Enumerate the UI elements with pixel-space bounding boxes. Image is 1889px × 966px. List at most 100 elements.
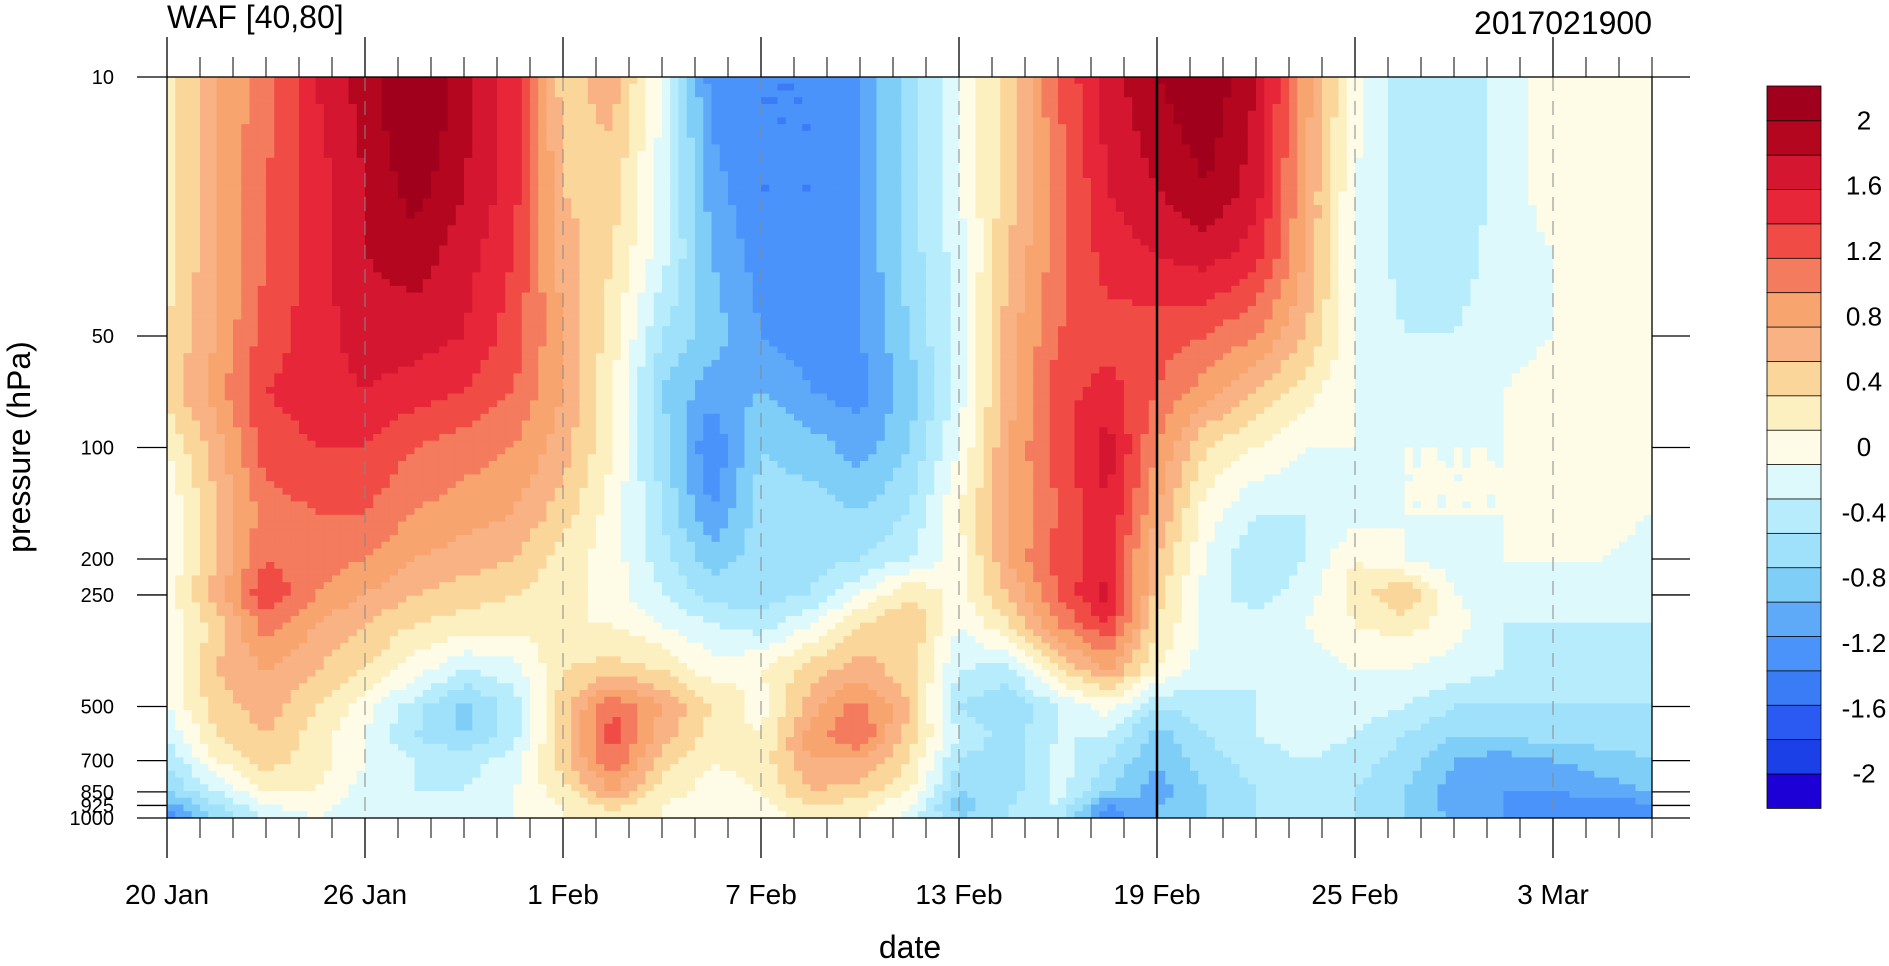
field-cell	[728, 238, 737, 247]
field-cell	[332, 124, 341, 132]
field-cell	[1635, 178, 1645, 186]
field-cell	[472, 238, 482, 247]
field-cell	[1462, 204, 1472, 213]
field-cell	[1627, 117, 1637, 125]
field-cell	[398, 117, 407, 125]
field-cell	[827, 171, 836, 179]
field-cell	[1322, 137, 1331, 145]
field-cell	[653, 130, 663, 139]
field-cell	[653, 238, 663, 247]
field-cell	[257, 258, 267, 267]
field-cell	[447, 157, 457, 166]
field-cell	[257, 252, 267, 260]
field-cell	[208, 171, 218, 179]
field-cell	[1107, 238, 1117, 247]
field-cell	[1157, 157, 1166, 166]
field-cell	[827, 151, 836, 159]
field-cell	[1181, 178, 1191, 186]
field-cell	[744, 83, 754, 92]
field-cell	[513, 110, 523, 119]
field-cell	[1115, 97, 1125, 105]
field-cell	[761, 225, 770, 233]
field-cell	[282, 204, 292, 213]
field-cell	[439, 144, 449, 152]
field-cell	[266, 83, 275, 92]
field-cell	[1173, 245, 1183, 253]
field-cell	[1553, 151, 1562, 159]
field-cell	[1115, 191, 1125, 199]
field-cell	[571, 171, 581, 179]
field-cell	[233, 137, 242, 145]
field-cell	[282, 225, 292, 233]
field-cell	[620, 245, 630, 253]
field-cell	[1553, 204, 1562, 213]
field-cell	[777, 204, 787, 213]
field-cell	[340, 144, 350, 152]
field-cell	[513, 77, 523, 85]
field-cell	[794, 151, 803, 159]
field-cell	[1429, 137, 1439, 145]
field-cell	[480, 110, 490, 119]
field-cell	[365, 211, 374, 220]
field-cell	[1107, 164, 1117, 172]
field-cell	[851, 211, 861, 220]
field-cell	[1025, 117, 1034, 125]
field-cell	[1041, 245, 1051, 253]
field-cell	[670, 144, 680, 152]
field-cell	[719, 144, 729, 152]
field-cell	[332, 157, 341, 166]
field-cell	[719, 103, 729, 112]
field-cell	[1487, 252, 1496, 260]
field-cell	[389, 231, 399, 240]
field-cell	[612, 218, 622, 226]
field-cell	[662, 144, 671, 152]
field-cell	[719, 124, 729, 132]
field-cell	[1033, 137, 1043, 145]
field-cell	[1586, 103, 1595, 112]
field-cell	[1379, 117, 1389, 125]
field-cell	[975, 225, 985, 233]
field-cell	[1330, 144, 1340, 152]
field-cell	[167, 231, 176, 240]
field-cell	[439, 124, 449, 132]
field-cell	[208, 211, 218, 220]
field-cell	[719, 178, 729, 186]
field-cell	[183, 77, 193, 85]
field-cell	[1594, 97, 1604, 105]
field-cell	[992, 225, 1001, 233]
field-cell	[530, 238, 539, 247]
field-cell	[290, 204, 300, 213]
field-cell	[1511, 164, 1521, 172]
field-cell	[1165, 130, 1175, 139]
field-cell	[653, 164, 663, 172]
field-cell	[406, 144, 416, 152]
field-cell	[1610, 218, 1620, 226]
field-cell	[1008, 90, 1018, 98]
field-cell	[414, 151, 424, 159]
field-cell	[530, 252, 539, 260]
field-cell	[744, 258, 754, 267]
field-cell	[1297, 225, 1307, 233]
field-cell	[1586, 184, 1595, 193]
field-cell	[1091, 83, 1100, 92]
field-cell	[1107, 171, 1117, 179]
field-cell	[1008, 225, 1018, 233]
field-cell	[1421, 204, 1430, 213]
field-cell	[604, 245, 614, 253]
field-cell	[282, 258, 292, 267]
field-cell	[975, 97, 985, 105]
field-cell	[299, 171, 308, 179]
field-cell	[1586, 204, 1595, 213]
field-cell	[356, 164, 366, 172]
field-cell	[348, 151, 358, 159]
field-cell	[1478, 144, 1488, 152]
field-cell	[1198, 97, 1208, 105]
field-cell	[1445, 198, 1455, 206]
field-cell	[703, 77, 713, 85]
field-cell	[200, 77, 209, 85]
field-cell	[959, 184, 968, 193]
field-cell	[901, 164, 911, 172]
field-cell	[315, 83, 325, 92]
field-cell	[670, 117, 680, 125]
field-cell	[439, 77, 449, 85]
